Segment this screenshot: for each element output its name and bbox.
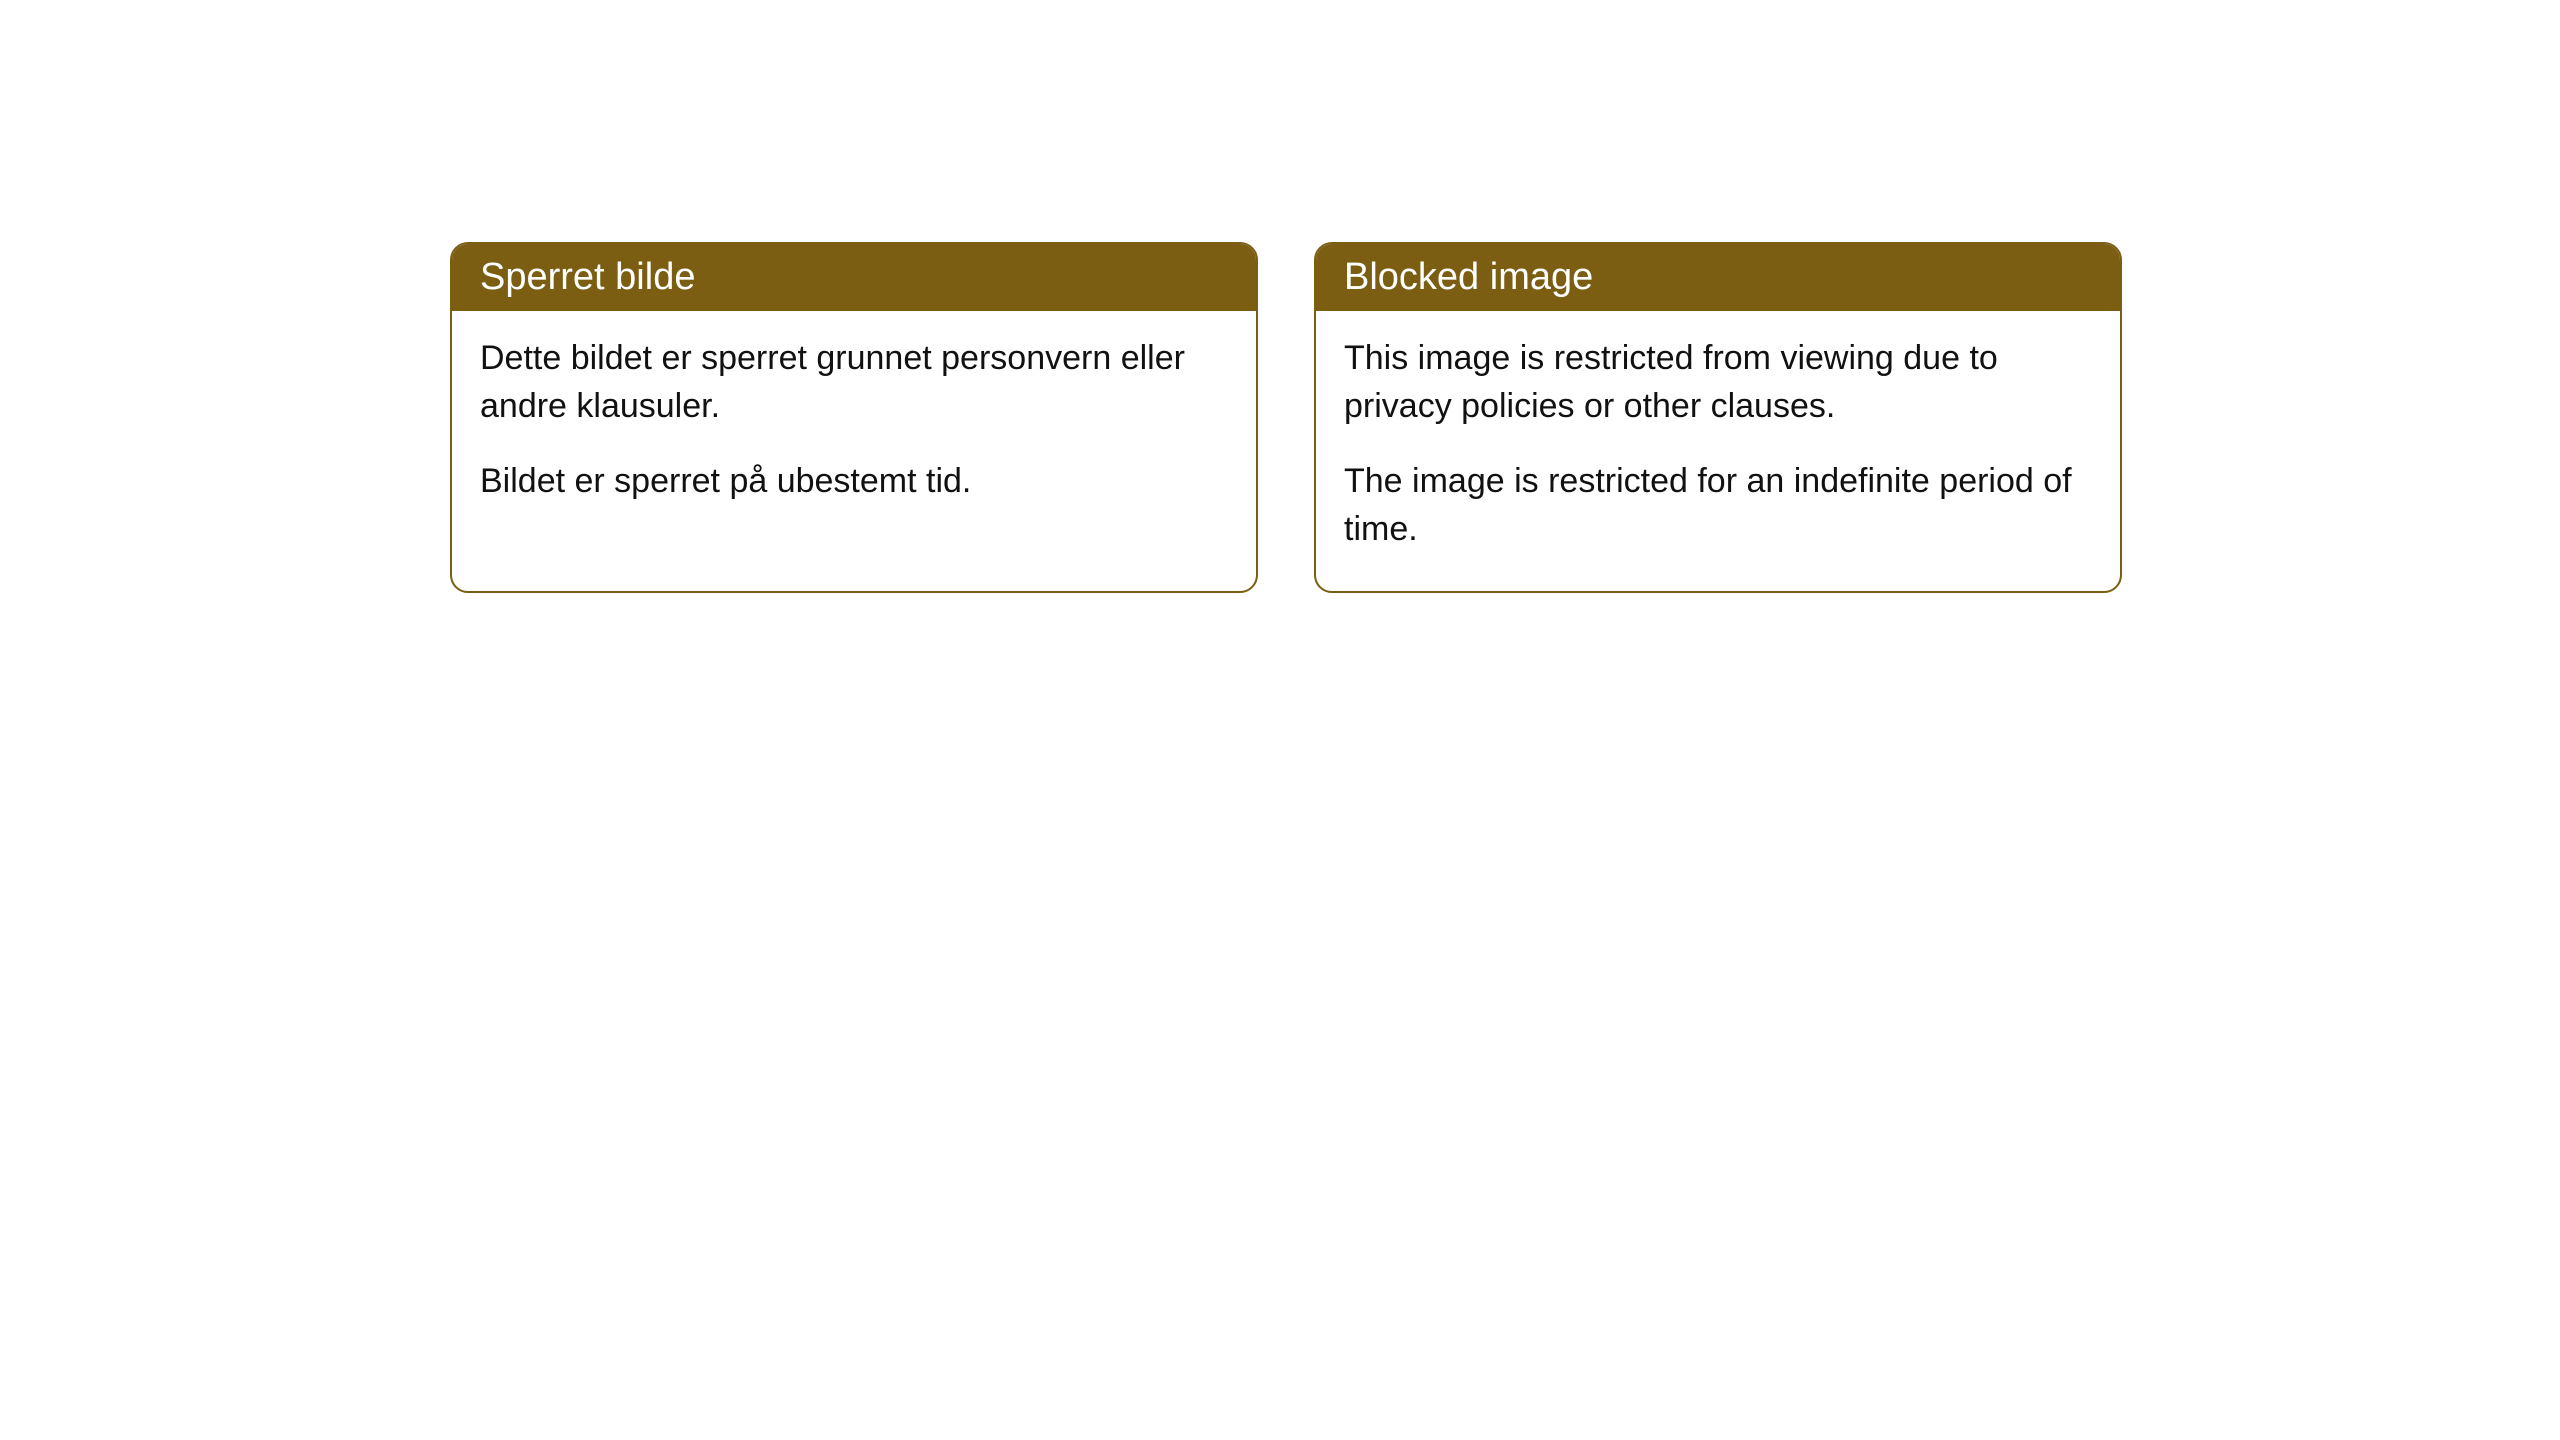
card-title: Sperret bilde [480, 256, 695, 298]
blocked-image-card-norwegian: Sperret bilde Dette bildet er sperret gr… [450, 242, 1258, 593]
card-body: Dette bildet er sperret grunnet personve… [452, 311, 1256, 544]
blocked-image-card-english: Blocked image This image is restricted f… [1314, 242, 2122, 593]
card-header: Sperret bilde [452, 244, 1256, 311]
card-paragraph: This image is restricted from viewing du… [1344, 335, 2092, 430]
card-container: Sperret bilde Dette bildet er sperret gr… [450, 242, 2122, 593]
card-paragraph: The image is restricted for an indefinit… [1344, 458, 2092, 553]
card-header: Blocked image [1316, 244, 2120, 311]
card-paragraph: Dette bildet er sperret grunnet personve… [480, 335, 1228, 430]
card-title: Blocked image [1344, 256, 1593, 298]
card-paragraph: Bildet er sperret på ubestemt tid. [480, 458, 1228, 506]
card-body: This image is restricted from viewing du… [1316, 311, 2120, 591]
